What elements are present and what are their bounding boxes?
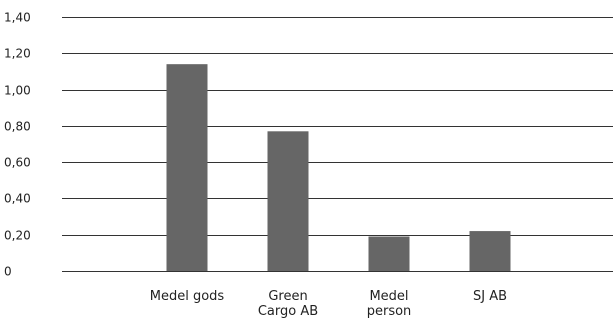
y-tick-label: 1,20 bbox=[4, 47, 31, 61]
gridlines bbox=[62, 17, 613, 272]
x-category-label: Green Cargo AB bbox=[258, 289, 318, 319]
x-category-label-line: person bbox=[367, 304, 412, 319]
y-tick-label: 0,60 bbox=[4, 156, 31, 170]
bar bbox=[368, 236, 410, 271]
x-category-label-line: SJ AB bbox=[473, 289, 507, 304]
x-category-label-line: Green bbox=[268, 289, 307, 304]
x-axis-category-labels: Medel gods Green Cargo AB Medel person SJ AB bbox=[150, 289, 507, 319]
y-tick-label: 0,80 bbox=[4, 120, 31, 134]
y-tick-label: 0,20 bbox=[4, 229, 31, 243]
bar bbox=[267, 131, 309, 271]
x-category-label: SJ AB bbox=[473, 289, 507, 304]
y-tick-label: 0 bbox=[4, 265, 12, 279]
x-category-label: Medel gods bbox=[150, 289, 225, 304]
x-category-label-line: Medel bbox=[369, 289, 408, 304]
bar bbox=[166, 64, 208, 272]
y-tick-label: 1,00 bbox=[4, 84, 31, 98]
x-category-label: Medel person bbox=[367, 289, 412, 319]
bars bbox=[166, 64, 511, 272]
bar bbox=[469, 231, 511, 271]
y-tick-label: 0,40 bbox=[4, 192, 31, 206]
y-tick-label: 1,40 bbox=[4, 11, 31, 25]
y-axis-tick-labels: 0 0,20 0,40 0,60 0,80 1,00 1,20 1,40 bbox=[4, 11, 31, 279]
x-category-label-line: Cargo AB bbox=[258, 304, 318, 319]
x-category-label-line: Medel gods bbox=[150, 289, 225, 304]
